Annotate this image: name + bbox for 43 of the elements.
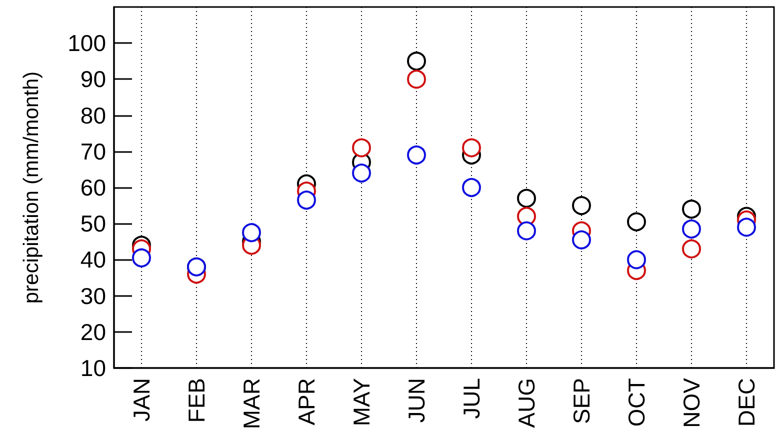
y-tick-label: 80	[80, 102, 106, 128]
point	[517, 221, 536, 240]
x-tick-label: JUN	[404, 378, 430, 423]
point	[572, 196, 591, 216]
y-tick-label: 30	[80, 282, 106, 309]
x-tick-label: JUL	[458, 378, 484, 419]
y-tick-label: 10	[80, 355, 106, 381]
point	[682, 200, 701, 219]
x-tick-label: APR	[294, 378, 320, 426]
x-tick-label: MAR	[238, 378, 264, 430]
x-tick-label: JAN	[128, 378, 154, 422]
point	[297, 190, 316, 210]
point	[627, 212, 646, 232]
x-tick-label: AUG	[514, 378, 540, 428]
point	[572, 230, 591, 250]
point	[627, 250, 646, 270]
x-tick-label: SEP	[568, 378, 594, 424]
x-tick-label: DEC	[734, 378, 760, 427]
point	[407, 52, 426, 71]
point	[517, 188, 536, 208]
point	[462, 178, 481, 197]
point	[407, 70, 426, 89]
y-tick-label: 50	[80, 210, 106, 237]
y-tick-label: 60	[80, 174, 106, 200]
y-tick-label: 90	[80, 66, 106, 92]
y-tick-label: 20	[80, 318, 106, 345]
y-tick-label: 70	[80, 138, 106, 164]
y-axis-title: precipitation (mm/month)	[20, 71, 43, 304]
point	[407, 146, 426, 165]
point	[462, 138, 481, 158]
x-tick-label: MAY	[348, 378, 374, 426]
y-tick-label: 40	[80, 246, 106, 273]
point	[737, 218, 756, 237]
x-tick-label: FEB	[184, 378, 210, 423]
point	[242, 223, 261, 242]
point	[682, 220, 701, 239]
point	[132, 248, 151, 268]
point	[352, 138, 371, 158]
point	[352, 164, 371, 183]
x-tick-label: NOV	[678, 377, 704, 428]
x-tick-label: OCT	[624, 378, 650, 427]
y-tick-label: 100	[68, 30, 106, 56]
point	[682, 239, 701, 258]
